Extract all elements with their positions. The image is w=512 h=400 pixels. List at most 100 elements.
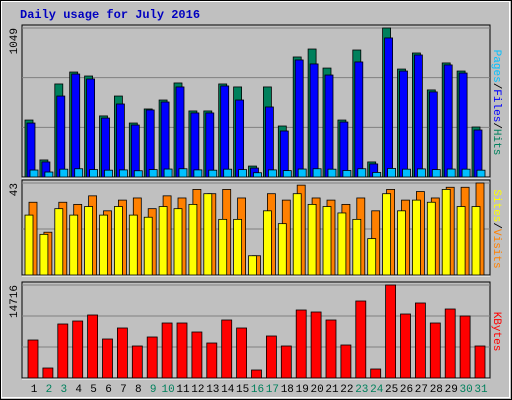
- bar: [89, 169, 98, 178]
- legend-entry: Hits: [490, 129, 502, 155]
- bar: [282, 170, 292, 178]
- x-tick-label: 20: [310, 384, 323, 396]
- bar: [384, 37, 394, 178]
- bar: [104, 169, 113, 178]
- bar: [130, 124, 140, 178]
- bar: [397, 210, 406, 276]
- x-tick-label: 29: [445, 384, 458, 396]
- bar: [414, 302, 426, 379]
- x-tick-label: 28: [430, 384, 443, 396]
- x-tick-label: 13: [206, 384, 219, 396]
- bar: [382, 193, 392, 276]
- bar: [39, 233, 49, 276]
- bar: [102, 338, 113, 379]
- bar: [339, 121, 349, 178]
- bar: [26, 122, 36, 178]
- bar: [24, 214, 34, 276]
- x-tick-label: 1: [31, 384, 38, 396]
- legend-separator: /: [490, 222, 502, 229]
- bar: [474, 345, 486, 379]
- bar: [54, 208, 64, 276]
- bar: [193, 169, 203, 178]
- legend: Sites/Visits: [490, 189, 502, 268]
- bar: [327, 168, 337, 178]
- bar: [459, 315, 471, 379]
- bar: [173, 208, 183, 276]
- bar: [385, 284, 397, 379]
- bar: [280, 345, 292, 379]
- bar: [262, 210, 272, 276]
- bar: [56, 95, 66, 178]
- bar: [264, 106, 274, 178]
- bar: [221, 319, 233, 379]
- bar: [400, 313, 411, 379]
- bar: [236, 327, 248, 379]
- x-tick-label: 2: [46, 384, 53, 396]
- bar: [456, 206, 466, 276]
- bar: [84, 206, 93, 276]
- bar: [471, 206, 481, 276]
- bar: [399, 70, 408, 178]
- bar: [190, 112, 200, 178]
- x-tick-label: 19: [296, 384, 309, 396]
- x-tick-label: 12: [191, 384, 204, 396]
- bar: [148, 169, 158, 178]
- bar: [208, 169, 218, 178]
- bar: [355, 300, 367, 379]
- x-tick-label: 17: [266, 384, 279, 396]
- bar: [203, 193, 213, 276]
- x-tick-label: 25: [385, 384, 398, 396]
- x-tick-label: 3: [60, 384, 67, 396]
- bar: [191, 331, 203, 379]
- bar: [367, 238, 377, 276]
- bar: [458, 72, 468, 178]
- y-tick-label: 1049: [9, 28, 21, 54]
- x-tick-label: 26: [400, 384, 413, 396]
- legend: KBytes: [490, 312, 502, 352]
- bar: [428, 91, 438, 178]
- bar: [143, 216, 153, 276]
- bar: [426, 201, 436, 276]
- bar: [117, 327, 128, 379]
- bar: [325, 319, 337, 379]
- bar: [387, 168, 397, 178]
- bar: [279, 130, 289, 178]
- bar: [59, 168, 69, 178]
- bar: [312, 168, 322, 178]
- bar: [292, 193, 302, 276]
- bar: [233, 218, 243, 276]
- bar: [251, 369, 262, 379]
- y-tick-label: 43: [9, 183, 21, 196]
- legend-entry: Files: [490, 89, 502, 122]
- bar: [352, 218, 362, 276]
- x-tick-label: 18: [281, 384, 294, 396]
- bar: [337, 212, 347, 276]
- x-tick-label: 10: [161, 384, 174, 396]
- bar: [267, 169, 277, 178]
- bar: [72, 320, 84, 379]
- bar: [206, 342, 218, 379]
- bar: [161, 322, 173, 379]
- bar: [340, 344, 352, 379]
- bar: [342, 170, 352, 178]
- legend-entry: Visits: [490, 229, 502, 269]
- x-tick-label: 7: [120, 384, 127, 396]
- bar: [476, 169, 486, 178]
- bar: [370, 368, 382, 379]
- x-tick-label: 16: [251, 384, 264, 396]
- bar: [372, 172, 382, 178]
- legend-separator: /: [490, 122, 502, 129]
- bar: [74, 168, 84, 178]
- bar: [446, 168, 456, 178]
- bar: [176, 322, 188, 379]
- panel: [21, 281, 491, 379]
- x-tick-label: 21: [325, 384, 339, 396]
- bar: [133, 170, 143, 178]
- x-tick-label: 22: [340, 384, 353, 396]
- bar: [461, 168, 471, 178]
- bar: [429, 322, 441, 379]
- bar: [265, 335, 277, 379]
- x-tick-label: 23: [355, 384, 368, 396]
- x-tick-label: 30: [459, 384, 472, 396]
